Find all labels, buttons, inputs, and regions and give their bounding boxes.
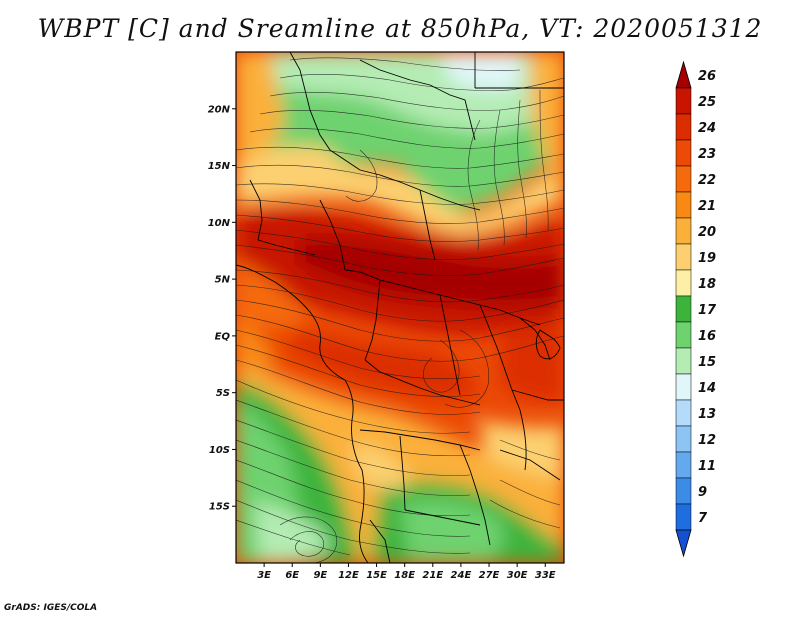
colorbar-label: 22 <box>698 173 716 188</box>
colorbar-segment <box>675 165 692 193</box>
grads-credit: GrADS: IGES/COLA <box>4 603 98 613</box>
colorbar-segment <box>675 451 692 479</box>
colorbar-label: 24 <box>698 121 716 136</box>
y-tick-label: 15N <box>208 161 231 172</box>
colorbar-segment <box>675 399 692 427</box>
y-tick-label: 10S <box>209 445 230 456</box>
y-tick-label: EQ <box>215 331 231 342</box>
x-tick-label: 24E <box>451 570 472 581</box>
colorbar-label: 11 <box>698 459 716 474</box>
colorbar-label: 16 <box>698 329 716 344</box>
colorbar-label: 15 <box>698 355 716 370</box>
x-tick-label: 18E <box>394 570 415 581</box>
x-tick-label: 33E <box>535 570 556 581</box>
x-tick-label: 30E <box>507 570 528 581</box>
colorbar-label: 7 <box>698 511 708 526</box>
colorbar-label: 12 <box>698 433 716 448</box>
y-tick-label: 5N <box>215 275 231 286</box>
colorbar-segment <box>675 243 692 271</box>
x-tick-label: 6E <box>285 570 299 581</box>
x-tick-label: 3E <box>257 570 271 581</box>
colorbar-label: 14 <box>698 381 716 396</box>
plot-frame <box>235 51 565 564</box>
x-tick-label: 27E <box>479 570 500 581</box>
colorbar-label: 18 <box>698 277 716 292</box>
colorbar-segment <box>675 425 692 453</box>
colorbar-segment <box>675 295 692 323</box>
colorbar-label: 9 <box>698 485 707 500</box>
y-tick-label: 20N <box>208 104 231 115</box>
chart-title: WBPT [C] and Sreamline at 850hPa, VT: 20… <box>37 14 763 43</box>
colorbar-label: 17 <box>698 303 717 318</box>
colorbar-segment <box>675 191 692 219</box>
colorbar-bottom-arrow <box>675 529 692 558</box>
colorbar-segment <box>675 373 692 401</box>
colorbar-segment <box>675 321 692 349</box>
colorbar-segment <box>675 113 692 141</box>
colorbar: 26 25 24 23 22 21 20 19 18 17 16 15 14 13 12 11 9 7 <box>675 60 717 558</box>
x-tick-label: 15E <box>366 570 387 581</box>
colorbar-segment <box>675 87 692 115</box>
x-tick-label: 21E <box>422 570 443 581</box>
colorbar-segment <box>675 477 692 505</box>
colorbar-segment <box>675 139 692 167</box>
colorbar-segment <box>675 217 692 245</box>
y-axis: 20N 15N 10N 5N EQ 5S 10S 15S <box>208 104 236 513</box>
x-tick-label: 9E <box>313 570 327 581</box>
colorbar-label: 25 <box>698 95 716 110</box>
streamlines <box>236 57 564 563</box>
wbpt-field <box>236 52 564 563</box>
colorbar-top-arrow <box>675 60 692 89</box>
colorbar-label: 13 <box>698 407 716 422</box>
colorbar-label: 19 <box>698 251 716 266</box>
y-tick-label: 10N <box>208 218 231 229</box>
colorbar-label: 23 <box>698 147 716 162</box>
country-borders <box>236 52 564 563</box>
colorbar-label: 26 <box>698 69 716 84</box>
colorbar-segment <box>675 503 692 531</box>
y-tick-label: 15S <box>209 502 230 513</box>
colorbar-label: 21 <box>698 199 716 214</box>
colorbar-segment <box>675 269 692 297</box>
colorbar-label: 20 <box>698 225 716 240</box>
x-tick-label: 12E <box>338 570 359 581</box>
colorbar-segment <box>675 347 692 375</box>
x-axis: 3E 6E 9E 12E 15E 18E 21E 24E 27E 30E 33E <box>257 563 556 581</box>
y-tick-label: 5S <box>216 388 230 399</box>
